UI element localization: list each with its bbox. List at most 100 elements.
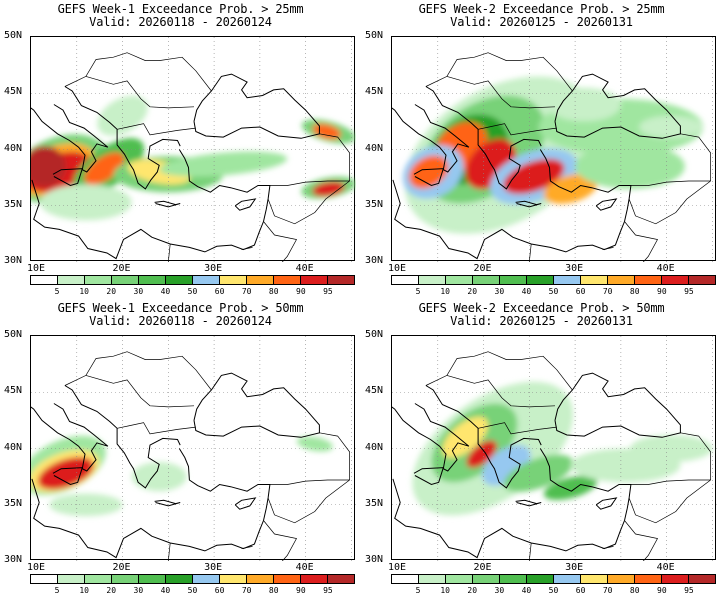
- country-border: [241, 546, 253, 549]
- coastline: [392, 403, 470, 472]
- country-border: [478, 422, 557, 435]
- country-border: [167, 243, 171, 262]
- country-border: [628, 180, 711, 225]
- panel-valid-dates: Valid: 20260118 - 20260124: [89, 15, 272, 29]
- colorbar-swatch: [166, 276, 193, 284]
- coastline: [554, 73, 681, 139]
- probability-map: [391, 36, 717, 262]
- coastline: [392, 149, 632, 260]
- coastline: [154, 499, 181, 507]
- colorbar-tick: 95: [684, 287, 694, 296]
- colorbar-tick: 60: [575, 586, 586, 595]
- coastline: [234, 198, 257, 211]
- colorbar-tick: 95: [323, 586, 333, 595]
- coastline: [52, 168, 83, 187]
- colorbar: [30, 275, 355, 285]
- country-border: [269, 180, 350, 186]
- colorbar-swatch: [85, 575, 112, 583]
- lon-label: 10E: [26, 263, 46, 274]
- colorbar-swatch: [31, 575, 58, 583]
- colorbar-swatch: [473, 276, 500, 284]
- probability-area: [575, 143, 685, 189]
- colorbar-swatch: [193, 575, 220, 583]
- colorbar-swatch: [139, 575, 166, 583]
- lat-label: 50N: [365, 30, 384, 41]
- colorbar-tick: 80: [629, 287, 640, 296]
- colorbar-swatch: [635, 276, 662, 284]
- probability-map: [30, 335, 356, 561]
- probability-area: [49, 493, 123, 517]
- colorbar-swatch: [662, 276, 689, 284]
- country-border: [425, 52, 573, 92]
- probability-area: [84, 152, 125, 185]
- lon-label: 30E: [204, 562, 223, 573]
- lat-label: 30N: [4, 554, 23, 565]
- colorbar-tick: 20: [467, 586, 478, 595]
- colorbar-tick: 20: [106, 586, 117, 595]
- colorbar-swatch: [166, 575, 193, 583]
- probability-area: [31, 146, 66, 187]
- country-border: [85, 375, 195, 408]
- colorbar-tick: 60: [214, 586, 225, 595]
- country-border: [319, 133, 350, 181]
- colorbar-tick: 10: [79, 287, 89, 296]
- colorbar: [30, 574, 355, 584]
- lon-label: 10E: [387, 562, 407, 573]
- country-border: [628, 479, 711, 524]
- country-border: [446, 76, 556, 109]
- lon-label: 30E: [565, 263, 584, 274]
- probability-area: [159, 151, 288, 177]
- lat-label: 30N: [4, 255, 23, 266]
- colorbar-tick: 70: [241, 287, 252, 296]
- forecast-panel: GEFS Week-1 Exceedance Prob. > 50mm Valid…: [0, 299, 361, 598]
- colorbar-swatch: [554, 575, 581, 583]
- probability-area: [639, 115, 704, 139]
- country-border: [528, 243, 532, 262]
- colorbar-swatch: [274, 575, 301, 583]
- colorbar-swatch: [328, 575, 354, 583]
- colorbar-tick: 20: [106, 287, 117, 296]
- colorbar-swatch: [500, 276, 527, 284]
- probability-area: [630, 435, 713, 462]
- lon-label: 20E: [112, 263, 131, 274]
- colorbar-tick: 10: [440, 287, 450, 296]
- colorbar-swatch: [446, 276, 473, 284]
- colorbar-swatch: [274, 276, 301, 284]
- colorbar-swatch: [473, 575, 500, 583]
- colorbar-tick: 95: [323, 287, 333, 296]
- lat-label: 50N: [365, 329, 384, 340]
- coastline: [392, 104, 470, 173]
- colorbar-tick: 80: [629, 586, 640, 595]
- lon-label: 20E: [112, 562, 131, 573]
- colorbar-swatch: [500, 575, 527, 583]
- lat-label: 50N: [4, 30, 23, 41]
- colorbar-tick: 30: [494, 287, 505, 296]
- lon-label: 10E: [387, 263, 407, 274]
- colorbar-swatch: [58, 575, 85, 583]
- panel-valid-dates: Valid: 20260125 - 20260131: [450, 15, 633, 29]
- colorbar-swatch: [301, 276, 328, 284]
- lon-label: 40E: [295, 562, 314, 573]
- coastline: [52, 467, 83, 486]
- colorbar-swatch: [554, 276, 581, 284]
- panel-title: GEFS Week-2 Exceedance Prob. > 50mm: [418, 301, 665, 315]
- coastline: [554, 372, 681, 438]
- colorbar-swatch: [247, 276, 274, 284]
- lon-label: 10E: [26, 562, 46, 573]
- probability-area: [131, 462, 187, 492]
- coastline: [31, 104, 109, 173]
- country-border: [680, 133, 711, 181]
- panel-valid-dates: Valid: 20260125 - 20260131: [450, 314, 633, 328]
- coastline: [234, 497, 257, 510]
- probability-area: [40, 184, 132, 221]
- country-border: [319, 432, 350, 480]
- colorbar-tick: 5: [415, 287, 421, 296]
- colorbar-tick: 5: [54, 287, 60, 296]
- colorbar-swatch: [419, 276, 446, 284]
- panel-valid-dates: Valid: 20260118 - 20260124: [89, 314, 272, 328]
- colorbar-tick: 50: [187, 586, 198, 595]
- coastline: [595, 198, 618, 211]
- probability-area: [312, 181, 345, 197]
- colorbar-tick: 40: [521, 586, 532, 595]
- lat-label: 35N: [4, 497, 23, 509]
